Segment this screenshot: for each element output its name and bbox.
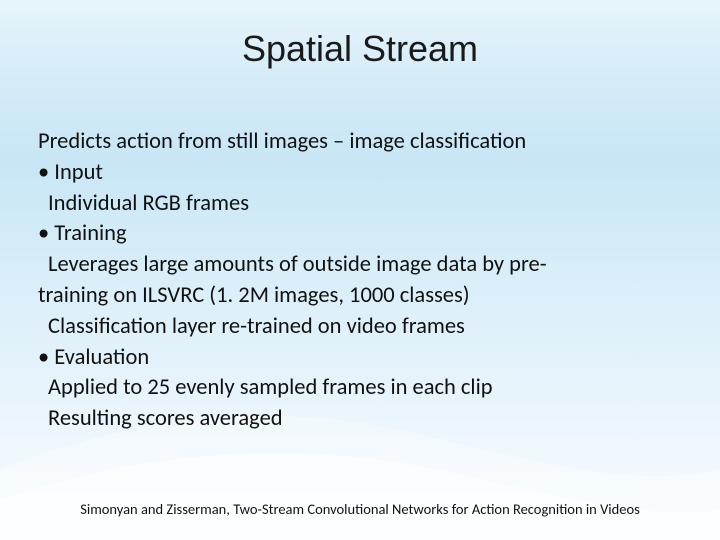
bullet-evaluation: Evaluation xyxy=(38,344,690,373)
bullet-input: Input xyxy=(38,159,690,188)
body-line-classification: Classification layer re-trained on video… xyxy=(38,313,690,342)
body-line-training-detail-b: training on ILSVRC (1. 2M images, 1000 c… xyxy=(38,282,690,311)
slide-body: Predicts action from still images – imag… xyxy=(38,128,690,436)
slide: Spatial Stream Predicts action from stil… xyxy=(0,0,720,540)
body-line-eval-detail-a: Applied to 25 evenly sampled frames in e… xyxy=(38,374,690,403)
body-line-intro: Predicts action from still images – imag… xyxy=(38,128,690,157)
body-line-training-detail-a: Leverages large amounts of outside image… xyxy=(38,251,690,280)
body-line-eval-detail-b: Resulting scores averaged xyxy=(38,405,690,434)
body-line-input-detail: Individual RGB frames xyxy=(38,190,690,219)
bullet-training: Training xyxy=(38,220,690,249)
citation: Simonyan and Zisserman, Two-Stream Convo… xyxy=(0,500,720,518)
slide-title: Spatial Stream xyxy=(0,28,720,70)
